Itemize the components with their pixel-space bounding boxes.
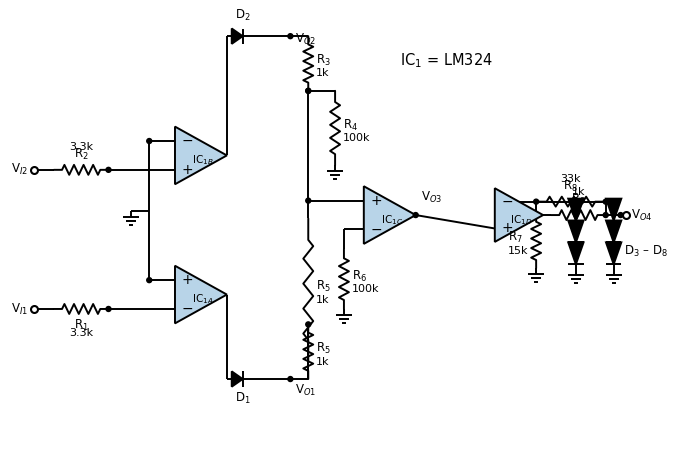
Text: V$_{I2}$: V$_{I2}$ <box>11 162 28 177</box>
Text: R$_4$: R$_4$ <box>343 118 358 132</box>
Polygon shape <box>232 371 243 387</box>
Text: V$_{O1}$: V$_{O1}$ <box>295 383 316 398</box>
Text: 3.3k: 3.3k <box>69 328 93 338</box>
Text: IC$_{1B}$: IC$_{1B}$ <box>192 154 214 167</box>
Text: 1k: 1k <box>316 357 330 367</box>
Text: R$_8$: R$_8$ <box>564 179 578 194</box>
Text: V$_{O2}$: V$_{O2}$ <box>295 32 316 47</box>
Polygon shape <box>364 186 416 244</box>
Polygon shape <box>606 242 622 264</box>
Text: +: + <box>182 273 194 287</box>
Text: R$_1$: R$_1$ <box>74 318 89 333</box>
Circle shape <box>618 212 623 218</box>
Text: +: + <box>371 194 382 207</box>
Text: D$_2$: D$_2$ <box>235 8 251 23</box>
Polygon shape <box>568 198 584 220</box>
Circle shape <box>413 212 418 218</box>
Circle shape <box>306 88 311 93</box>
Circle shape <box>603 199 608 204</box>
Text: D$_1$: D$_1$ <box>234 391 251 406</box>
Circle shape <box>106 307 111 312</box>
Circle shape <box>147 277 152 282</box>
Polygon shape <box>175 266 227 323</box>
Text: R$_2$: R$_2$ <box>74 147 88 162</box>
Circle shape <box>573 199 578 204</box>
Text: +: + <box>182 163 194 177</box>
Circle shape <box>288 377 293 382</box>
Circle shape <box>306 322 311 327</box>
Text: IC$_{1C}$: IC$_{1C}$ <box>381 213 402 227</box>
Text: R$_9$: R$_9$ <box>571 192 586 207</box>
Text: IC$_{1D}$: IC$_{1D}$ <box>510 213 532 227</box>
Text: −: − <box>182 302 194 316</box>
Text: 1k: 1k <box>316 295 330 305</box>
Text: V$_{O4}$: V$_{O4}$ <box>631 207 652 223</box>
Text: 1k: 1k <box>572 187 585 197</box>
Text: R$_5$: R$_5$ <box>316 279 331 295</box>
Circle shape <box>603 212 608 218</box>
Polygon shape <box>232 29 243 44</box>
Text: +: + <box>502 221 513 235</box>
Text: V$_{I1}$: V$_{I1}$ <box>11 301 28 317</box>
Text: 3.3k: 3.3k <box>69 142 93 152</box>
Text: 15k: 15k <box>508 246 528 256</box>
Text: 1k: 1k <box>316 68 330 79</box>
Text: R$_7$: R$_7$ <box>508 230 523 246</box>
Polygon shape <box>606 198 622 220</box>
Polygon shape <box>175 127 227 184</box>
Text: −: − <box>371 222 382 237</box>
Polygon shape <box>606 220 622 242</box>
Text: IC$_{1A}$: IC$_{1A}$ <box>193 293 214 306</box>
Text: 33k: 33k <box>561 174 581 184</box>
Polygon shape <box>568 242 584 264</box>
Text: IC$_1$ = LM324: IC$_1$ = LM324 <box>400 52 493 70</box>
Text: V$_{O3}$: V$_{O3}$ <box>421 190 442 205</box>
Text: −: − <box>182 134 194 148</box>
Polygon shape <box>495 188 543 242</box>
Text: −: − <box>502 195 513 209</box>
Text: 100k: 100k <box>352 284 379 294</box>
Polygon shape <box>568 220 584 242</box>
Text: R$_3$: R$_3$ <box>316 53 331 68</box>
Text: 100k: 100k <box>343 133 370 143</box>
Circle shape <box>106 167 111 172</box>
Circle shape <box>533 199 538 204</box>
Circle shape <box>288 34 293 39</box>
Circle shape <box>306 198 311 203</box>
Text: D$_3$ – D$_8$: D$_3$ – D$_8$ <box>624 244 668 259</box>
Circle shape <box>306 88 311 93</box>
Text: R$_5$: R$_5$ <box>316 341 331 356</box>
Circle shape <box>147 139 152 144</box>
Circle shape <box>611 199 616 204</box>
Text: R$_6$: R$_6$ <box>352 269 367 284</box>
